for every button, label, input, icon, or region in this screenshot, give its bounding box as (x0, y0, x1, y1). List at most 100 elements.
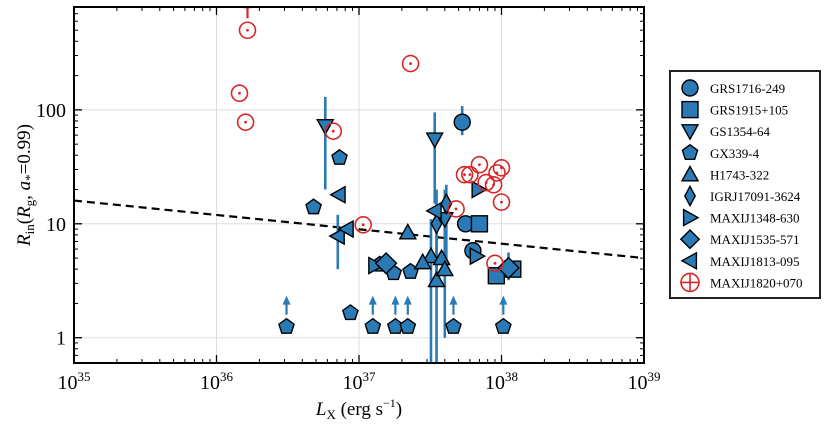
data-point (470, 155, 489, 174)
data-point (329, 185, 346, 204)
x-tick-label: 1039 (628, 369, 661, 394)
legend-marker (681, 79, 699, 97)
data-point (401, 54, 420, 73)
marker-dot (361, 223, 365, 227)
data-point (425, 201, 442, 221)
marker-dot (492, 183, 495, 187)
data-point (453, 113, 471, 131)
x-tick-label: 1037 (343, 369, 377, 394)
marker-dot (238, 91, 241, 95)
data-point (492, 159, 511, 177)
legend-label: GRS1716-249 (710, 81, 785, 96)
data-point (230, 84, 249, 103)
data-point (455, 165, 474, 184)
marker-dot (454, 207, 458, 211)
data-point (425, 132, 444, 149)
marker-ring (488, 164, 506, 182)
data-point (470, 215, 489, 233)
legend-marker (681, 100, 699, 119)
data-point (398, 222, 417, 240)
data-point (486, 254, 504, 273)
y-axis-title: Rin(Rg, a*=0.99) (14, 124, 37, 247)
data-point (324, 122, 343, 140)
marker-dot (244, 120, 247, 124)
marker-dot (246, 28, 249, 32)
limit-arrow-head (403, 295, 412, 305)
data-point (413, 252, 432, 270)
data-point (236, 113, 255, 131)
data-point (469, 246, 487, 266)
legend-marker (679, 229, 701, 250)
data-point (494, 317, 512, 334)
limit-arrow-head (368, 295, 377, 305)
y-tick-label: 10 (46, 214, 66, 236)
data-point (497, 256, 520, 280)
legend-label: IGRJ17091-3624 (710, 189, 801, 204)
x-axis-title: LX (erg s−1) (315, 396, 402, 422)
data-point (328, 226, 345, 246)
data-point (364, 317, 382, 334)
legend-label: GX339-4 (710, 146, 760, 161)
data-point (445, 317, 462, 334)
marker-dot (500, 166, 503, 170)
marker-ring (470, 155, 489, 174)
data-point (399, 317, 417, 334)
data-point (484, 175, 503, 194)
data-point (341, 304, 359, 321)
legend-label: MAXIJ1535-571 (710, 232, 800, 247)
marker-ring (354, 216, 372, 234)
data-point (471, 180, 488, 199)
data-point (331, 148, 348, 165)
x-tick-label: 1036 (200, 369, 234, 394)
limit-arrow-head (391, 295, 400, 305)
data-point (440, 192, 453, 215)
data-point (461, 165, 479, 184)
data-point (305, 198, 323, 215)
legend-marker (682, 208, 700, 227)
limit-arrow-head (499, 295, 508, 305)
plot-frame (73, 6, 645, 364)
legend-marker (680, 251, 698, 270)
legend-marker (684, 184, 696, 208)
marker-ring (486, 254, 504, 273)
marker-dot (500, 200, 503, 204)
legend-label: MAXIJ1813-095 (710, 254, 800, 269)
marker-ring (492, 159, 511, 177)
data-point (432, 248, 451, 266)
x-tick-label: 1035 (58, 369, 91, 394)
legend-marker (680, 164, 700, 182)
marker-dot (478, 163, 481, 167)
marker-dot (463, 173, 466, 177)
legend-label: GRS1915+105 (710, 103, 788, 118)
data-point (337, 219, 354, 239)
marker-ring (461, 165, 479, 184)
data-point (238, 21, 257, 40)
data-point (278, 317, 295, 334)
legend-label: H1743-322 (710, 167, 769, 182)
marker-ring (455, 165, 474, 184)
marker-ring (492, 193, 511, 211)
grid (73, 7, 645, 363)
marker-ring (236, 113, 255, 131)
marker-dot (409, 62, 412, 65)
legend: GRS1716-249 GRS1915+105 GS1354-64 GX339-4 H1… (669, 70, 821, 299)
x-tick-label: 1038 (485, 369, 518, 394)
fit-line (74, 199, 644, 260)
data-point (374, 251, 398, 275)
marker-dot (468, 173, 472, 177)
data-point (368, 256, 385, 275)
data-point (435, 259, 454, 277)
marker-ring (238, 21, 257, 40)
data-point (316, 119, 335, 136)
marker-dot (493, 261, 497, 265)
legend-label: MAXIJ1820+070 (710, 275, 803, 290)
data-point (427, 270, 446, 288)
legend-marker (681, 143, 699, 160)
y-tick-label: 1 (56, 328, 66, 350)
limit-arrow-head (449, 295, 458, 305)
marker-ring (447, 200, 465, 218)
marker-ring (401, 54, 420, 73)
data-point (492, 193, 511, 211)
marker-ring (484, 175, 503, 194)
